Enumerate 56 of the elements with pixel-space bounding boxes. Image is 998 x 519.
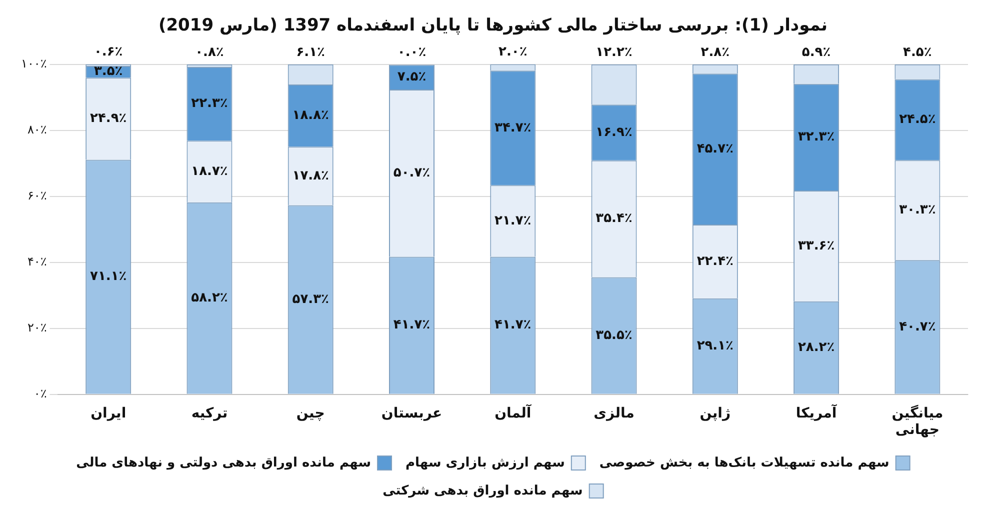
data-label: ۷.۵٪ (397, 69, 426, 84)
legend-label: سهم مانده تسهیلات بانک‌ها به بخش خصوصی (599, 455, 890, 470)
data-label: ۳.۵٪ (94, 64, 123, 80)
x-tick-label: چین (296, 405, 325, 422)
x-tick-label: آلمان (494, 403, 532, 422)
x-tick-label: ژاپن (700, 405, 731, 422)
data-label: ۳۵.۴٪ (596, 211, 632, 226)
data-label: ۳۵.۵٪ (596, 328, 632, 343)
data-label: ۱۸.۸٪ (292, 108, 330, 123)
data-label: ۰.۸٪ (195, 44, 224, 60)
data-label: ۳۴.۷٪ (494, 120, 532, 136)
y-tick-label: ۸۰٪ (27, 122, 47, 137)
data-label: ۲۲.۳٪ (191, 96, 228, 112)
y-tick-label: ۴۰٪ (27, 254, 47, 269)
data-label: ۰.۶٪ (94, 44, 123, 60)
data-label: ۴۱.۷٪ (494, 318, 532, 333)
data-label: ۲۴.۹٪ (90, 111, 127, 126)
data-label: ۱۸.۷٪ (191, 164, 228, 179)
data-label: ۳۲.۳٪ (798, 130, 835, 145)
data-label: ۴۰.۷٪ (899, 319, 936, 334)
x-tick-label: عربستان (381, 405, 442, 422)
data-label: ۲۲.۴٪ (696, 254, 734, 269)
data-label: ۲۱.۷٪ (494, 213, 532, 228)
x-tick-label: ایران (90, 405, 126, 422)
data-label: ۵۷.۳٪ (292, 292, 330, 307)
data-label: ۱۲.۲٪ (596, 44, 632, 60)
data-label: ۳۰.۳٪ (899, 202, 936, 218)
x-tick-label: میانگین جهانی (892, 404, 944, 438)
data-label: ۴۵.۷٪ (696, 141, 734, 156)
x-tick-label: مالزی (594, 405, 634, 422)
y-tick-label: ۱۰۰٪ (21, 56, 47, 71)
data-label: ۵.۹٪ (802, 44, 831, 60)
y-tick-label: ۰٪ (34, 386, 47, 401)
x-tick-label: آمریکا (796, 403, 838, 422)
legend-label: سهم مانده اوراق بدهی دولتی و نهادهای مالی (76, 455, 372, 470)
data-label: ۲.۰٪ (498, 44, 528, 60)
data-label: ۵۰.۷٪ (393, 166, 430, 181)
data-label: ۴۱.۷٪ (393, 318, 430, 333)
data-label: ۱۷.۸٪ (292, 168, 330, 184)
data-label: ۲۸.۲٪ (798, 340, 835, 355)
data-label: ۲۴.۵٪ (899, 112, 936, 128)
data-label: ۰.۰٪ (397, 45, 426, 60)
data-label: ۶.۱٪ (296, 44, 326, 60)
data-label: ۱۶.۹٪ (596, 124, 632, 140)
data-label: ۲۹.۱٪ (696, 338, 734, 354)
data-label: ۵۸.۲٪ (191, 290, 228, 306)
data-label: ۲.۸٪ (700, 44, 730, 60)
y-tick-label: ۲۰٪ (27, 320, 47, 335)
legend-label: سهم مانده اوراق بدهی شرکتی (382, 483, 583, 498)
legend-label: سهم ارزش بازاری سهام (406, 455, 565, 470)
data-label: ۳۳.۶٪ (798, 238, 835, 254)
data-label: ۷۱.۱٪ (90, 269, 127, 284)
chart-title: نمودار (1): بررسی ساختار مالی کشورها تا پایان اسفندماه 1397 (مارس 2019) (158, 16, 828, 36)
y-tick-label: ۶۰٪ (27, 188, 47, 203)
x-tick-label: ترکیه (191, 405, 228, 422)
data-label: ۴.۵٪ (903, 44, 932, 60)
